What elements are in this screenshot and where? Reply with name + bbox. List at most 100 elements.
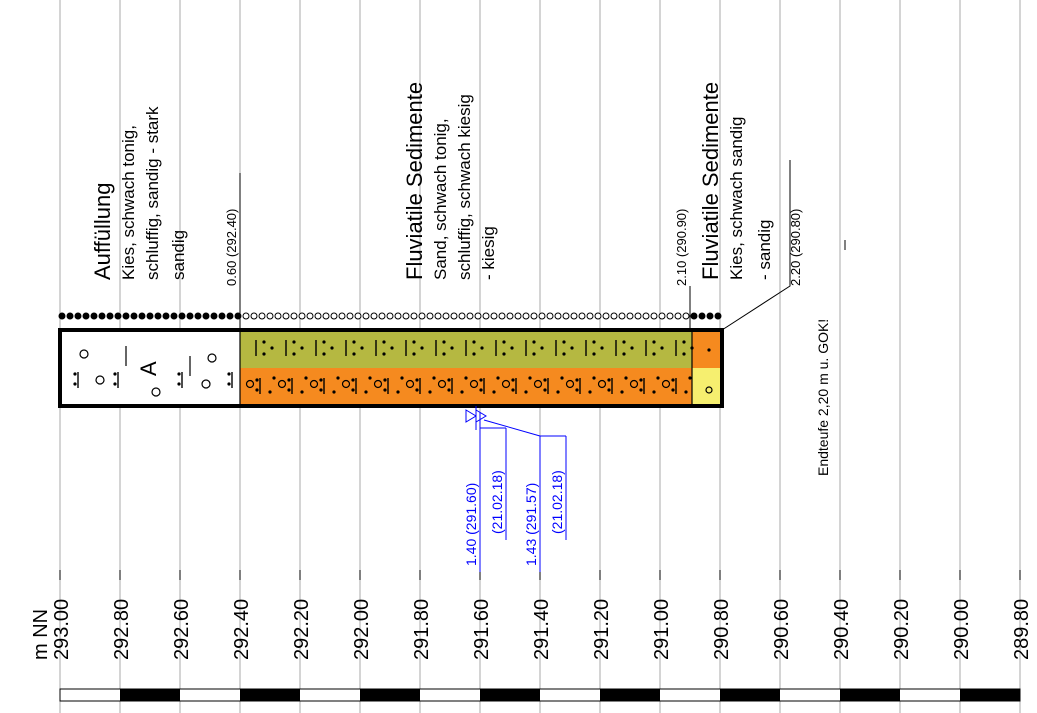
pattern-dot [514, 312, 522, 320]
elevation-axis: 293.00 292.80 292.60 292.40 292.20 292.00 291.… [51, 570, 1033, 660]
pattern-dot [634, 312, 642, 320]
gravel-symbol [309, 379, 319, 389]
pattern-dot [506, 312, 514, 320]
gravel-symbol [79, 349, 89, 359]
sand-symbol [319, 378, 323, 382]
fill-symbol: A [136, 361, 161, 376]
water-level-1-depth: 1.40 (291.60) [463, 483, 479, 566]
column-frame [58, 328, 724, 408]
sand-symbol [532, 352, 536, 356]
pattern-dot [146, 312, 154, 320]
axis-tick-label: 292.80 [111, 599, 133, 660]
pattern-dot [314, 312, 322, 320]
lithology-symbols: A [73, 340, 713, 397]
boundary-label-2: 2.10 (290.90) [674, 209, 689, 286]
pattern-dot [90, 312, 98, 320]
pattern-dot [538, 312, 546, 320]
sand-symbol [524, 390, 528, 394]
pattern-dot [266, 312, 274, 320]
pattern-dot [82, 312, 90, 320]
sand-symbol [671, 388, 675, 392]
axis-tick-label: 292.60 [171, 599, 193, 660]
sand-symbol [479, 388, 483, 392]
axis-tick-label: 290.80 [711, 599, 733, 660]
sand-symbol [575, 378, 579, 382]
sand-symbol [652, 390, 656, 394]
pattern-dot [546, 312, 554, 320]
sand-symbol [368, 376, 372, 380]
sand-symbol [364, 390, 368, 394]
gravel-symbol [201, 379, 211, 389]
axis-tick-label: 292.40 [231, 599, 253, 660]
sand-symbol [352, 352, 356, 356]
pattern-dot [58, 312, 66, 320]
pattern-dot [290, 312, 298, 320]
layer-1-name: Auffüllung [90, 183, 115, 280]
sand-symbol [684, 390, 688, 394]
gravel-symbol [629, 379, 639, 389]
sand-symbol [562, 352, 566, 356]
sand-symbol [292, 340, 296, 344]
pattern-dot [586, 312, 594, 320]
sand-symbol [420, 346, 424, 350]
pattern-dot [378, 312, 386, 320]
sand-symbol [300, 390, 304, 394]
sand-symbol [472, 352, 476, 356]
sand-symbol [607, 388, 611, 392]
sand-symbol [528, 376, 532, 380]
gravel-symbol [597, 379, 607, 389]
pattern-dot [346, 312, 354, 320]
boundary-depth-labels: 0.60 (292.40) 2.10 (290.90) 2.20 (290.80… [224, 160, 846, 331]
boundary-label-3: 2.20 (290.80) [788, 209, 803, 286]
sand-symbol [511, 388, 515, 392]
pattern-dot [562, 312, 570, 320]
sand-symbol [560, 376, 564, 380]
pattern-dot [714, 312, 722, 320]
layer-1-desc-line-3: sandig [169, 230, 188, 280]
pattern-dot [698, 312, 706, 320]
sand-symbol [464, 376, 468, 380]
sand-symbol [336, 376, 340, 380]
sand-symbol [442, 340, 446, 344]
scale-bar-segment [600, 689, 660, 701]
axis-tick-label: 290.40 [831, 599, 853, 660]
pattern-dot [394, 312, 402, 320]
layer-2-desc-line-3: - kiesig [479, 226, 498, 280]
sand-symbol [707, 348, 711, 352]
pattern-dot [162, 312, 170, 320]
sand-symbol [330, 346, 334, 350]
scale-bar-segment [360, 689, 420, 701]
layer-3-name: Fluviatile Sedimente [698, 82, 723, 280]
sand-symbol [412, 352, 416, 356]
sand-symbol [688, 376, 692, 380]
gravel-symbol [151, 387, 161, 397]
sand-symbol [588, 390, 592, 394]
sand-symbol [360, 346, 364, 350]
axis-tick-label: 292.00 [351, 599, 373, 660]
pattern-dot [354, 312, 362, 320]
sand-symbol [352, 340, 356, 344]
sand-symbol [382, 340, 386, 344]
pattern-dot [610, 312, 618, 320]
final-depth-note: Endteufe 2,20 m u. GOK! [815, 319, 831, 476]
sand-symbol [304, 376, 308, 380]
gravel-symbol [501, 379, 511, 389]
pattern-dot [626, 312, 634, 320]
axis-tick-label: 291.60 [471, 599, 493, 660]
pattern-dot [130, 312, 138, 320]
scale-bar-segment [240, 689, 300, 701]
groundwater-levels: 1.40 (291.60) (21.02.18) 1.43 (291.57) (… [463, 406, 567, 572]
pattern-dot [418, 312, 426, 320]
gravel-symbol [277, 379, 287, 389]
axis-tick-label: 291.20 [591, 599, 613, 660]
sand-symbol [511, 378, 515, 382]
gravel-symbol [95, 375, 105, 385]
layer-fill-kies-top [692, 330, 722, 368]
scale-bar-segment [840, 689, 900, 701]
pattern-dot [474, 312, 482, 320]
gravel-symbol [565, 379, 575, 389]
axis-tick-label: 290.60 [771, 599, 793, 660]
sand-symbol [556, 390, 560, 394]
sand-symbol [319, 388, 323, 392]
sand-symbol [502, 352, 506, 356]
